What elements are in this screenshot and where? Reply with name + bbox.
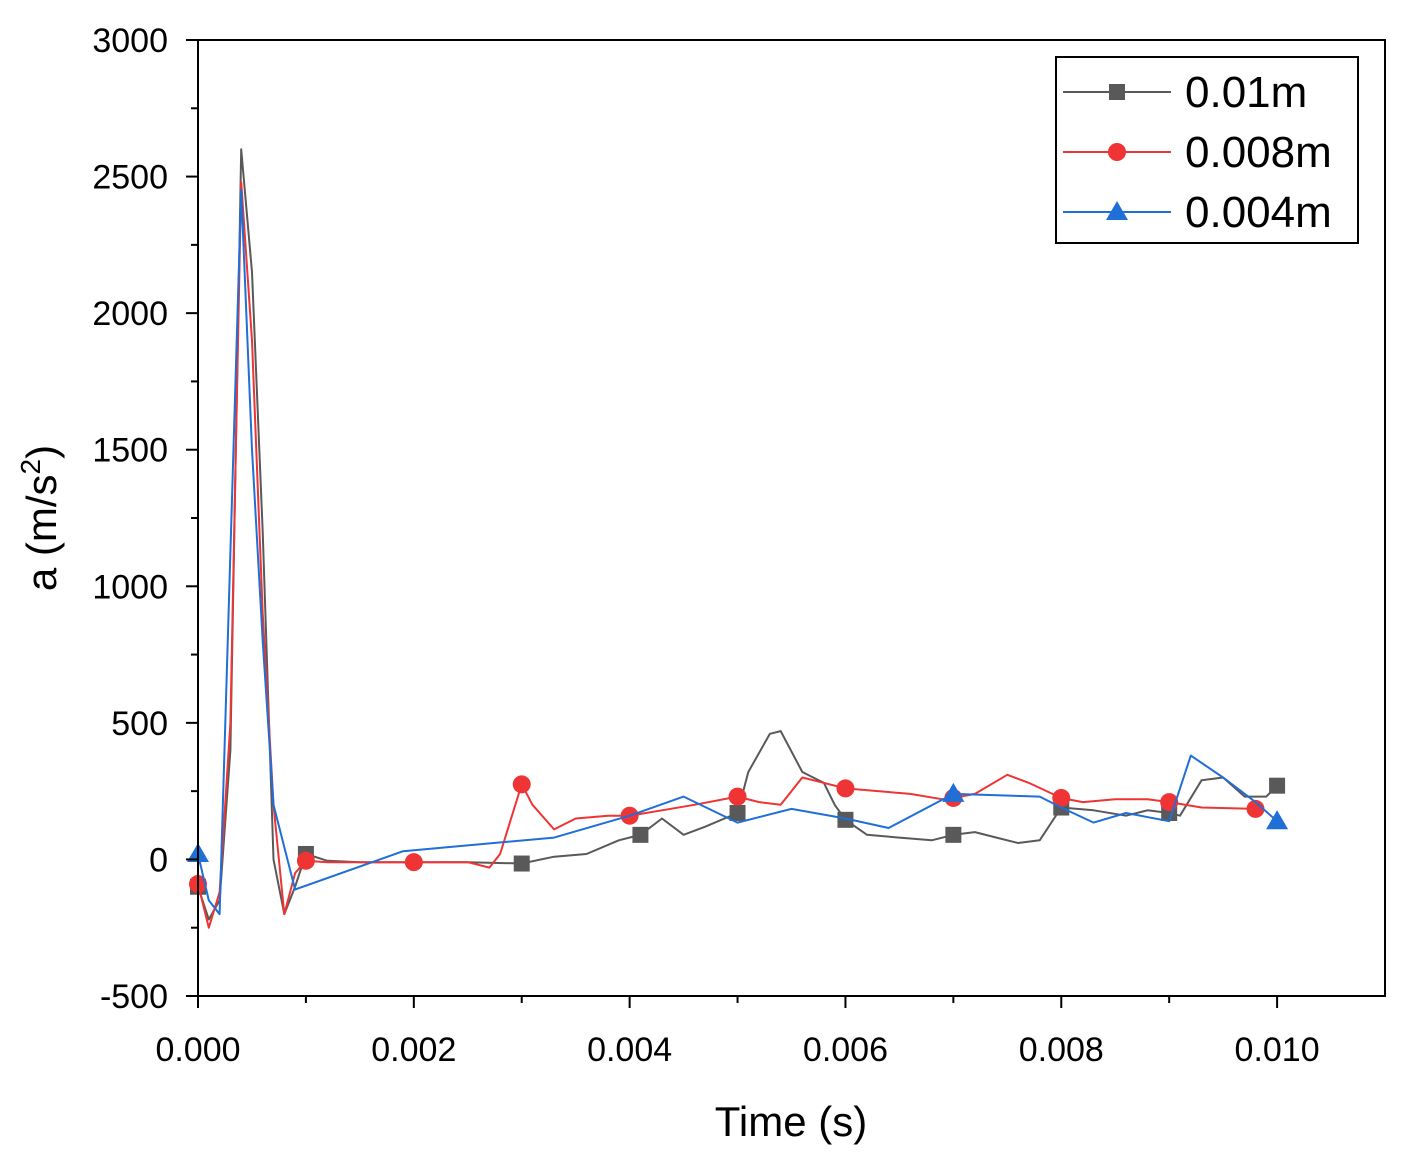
y-tick-label: 2000 [92,295,168,333]
x-tick-label: 0.010 [1235,1031,1320,1069]
y-tick-label: 500 [111,705,168,743]
x-tick-label: 0.006 [803,1031,888,1069]
y-axis-title: a (m/s2) [15,445,65,591]
y-axis-title-close: ) [18,445,65,459]
axes-layer: 0.000 0.002 0.004 0.006 0.008 0.010 -500 0 500 10… [92,22,1319,1069]
data-point-marker [836,779,855,798]
legend-entries: 0.01m 0.008m 0.004m [1063,68,1332,237]
y-tick-label: 1000 [92,568,168,606]
legend-label: 0.004m [1185,188,1332,237]
data-point-marker [945,826,962,843]
y-axis-title-superscript: 2 [15,459,46,475]
x-tick-label: 0.008 [1019,1031,1104,1069]
y-tick-label: 2500 [92,159,168,197]
data-point-marker [1266,810,1289,830]
x-tick-label: 0.004 [587,1031,672,1069]
series-line-0.004m [197,189,1278,916]
legend-label: 0.008m [1185,128,1332,177]
x-tick-label: 0.000 [155,1031,240,1069]
x-tick-label: 0.002 [371,1031,456,1069]
data-point-marker [728,787,747,806]
y-tick-label: 1500 [92,432,168,470]
legend-entry: 0.004m [1063,188,1332,237]
x-axis-title: Time (s) [715,1098,867,1145]
y-axis-title-main: a (m/s [18,474,65,591]
data-point-marker [513,855,530,872]
data-point-marker [512,775,531,794]
legend: 0.01m 0.008m 0.004m [1055,56,1359,244]
plot-frame [197,39,1386,997]
y-tick-label: 0 [149,841,168,879]
data-point-marker [942,782,965,802]
data-point-marker [1269,777,1286,794]
legend-marker [1106,201,1128,220]
y-tick-label: 3000 [92,22,168,60]
data-point-marker [1052,788,1071,807]
data-point-marker [632,826,649,843]
series-layer [187,148,1289,929]
data-point-marker [837,811,854,828]
legend-entry: 0.008m [1063,128,1332,177]
data-point-marker [404,853,423,872]
y-tick-label: -500 [100,978,168,1016]
legend-marker [1108,143,1126,161]
data-point-marker [1246,799,1265,818]
legend-marker [1109,84,1125,100]
data-point-marker [296,851,315,870]
legend-label: 0.01m [1185,68,1307,117]
data-point-marker [729,804,746,821]
legend-entry: 0.01m [1063,68,1307,117]
